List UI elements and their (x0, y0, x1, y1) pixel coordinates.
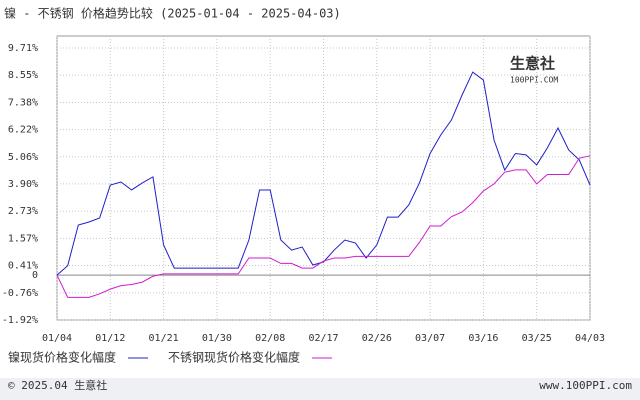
x-tick-label: 03/07 (415, 333, 445, 344)
y-tick-label: 8.55% (8, 70, 38, 81)
y-tick-label: 5.06% (8, 152, 38, 163)
x-tick-label: 02/08 (255, 333, 285, 344)
footer-left: © 2025.04 生意社 (8, 378, 107, 392)
x-tick-label: 02/26 (362, 333, 392, 344)
chart-title: 镍 - 不锈钢 价格趋势比较 (2025-01-04 - 2025-04-03) (4, 6, 341, 21)
y-tick-label: 1.57% (8, 233, 38, 244)
x-tick-label: 01/12 (95, 333, 125, 344)
series-line (56, 71, 591, 276)
watermark-name: 生意社 (510, 55, 555, 73)
footer-right: www.100PPI.com (539, 379, 632, 392)
watermark-site: 100PPI.COM (510, 76, 558, 85)
y-tick-label: 0.41% (8, 261, 38, 272)
y-tick-label: 0 (32, 270, 38, 281)
x-tick-label: 03/25 (522, 333, 552, 344)
x-tick-label: 01/21 (149, 333, 179, 344)
x-tick-label: 01/04 (42, 333, 72, 344)
y-tick-label: 2.73% (8, 206, 38, 217)
y-tick-label: 7.38% (8, 97, 38, 108)
x-tick-label: 01/30 (202, 333, 232, 344)
x-tick-label: 02/17 (308, 333, 338, 344)
y-tick-label: 3.90% (8, 179, 38, 190)
legend-label: 不锈钢现货价格变化幅度 (168, 350, 300, 365)
x-tick-label: 04/03 (575, 333, 605, 344)
y-tick-label: -1.92% (2, 315, 38, 326)
y-tick-label: 9.71% (8, 43, 38, 54)
y-tick-label: -0.76% (2, 288, 38, 299)
footer-bar (0, 378, 640, 400)
y-tick-label: 6.22% (8, 125, 38, 136)
legend-label: 镍现货价格变化幅度 (8, 350, 116, 365)
series-line (56, 155, 591, 298)
x-tick-label: 03/16 (468, 333, 498, 344)
